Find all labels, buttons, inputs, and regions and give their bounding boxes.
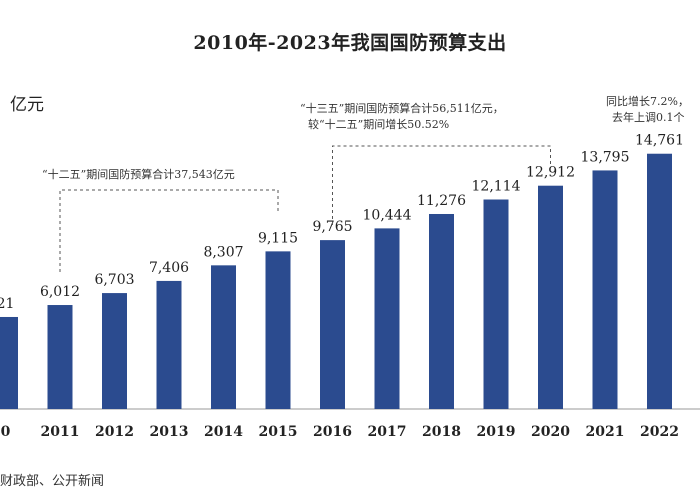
value-label-2021: 13,795 [581,149,630,165]
tick-label-2013: 2013 [150,424,189,440]
bar-2017 [374,228,400,409]
tick-label-2021: 2021 [586,424,625,440]
tick-label-2012: 2012 [95,424,134,440]
annotation-2023-line-2: 去年上调0.1个 [612,111,685,124]
tick-label-2017: 2017 [368,424,407,440]
value-label-2022: 14,761 [635,133,684,149]
annotation-13th-five-year: “十三五”期间国防预算合计56,511亿元， 较“十二五”期间增长50.52% [300,101,504,133]
bar-2016 [320,240,345,409]
annotation-2023-line-1: 同比增长7.2%， [606,95,689,108]
bar-2014 [211,265,236,409]
value-label-2019: 12,114 [472,178,521,194]
value-label-2014: 8,307 [203,244,243,260]
tick-label-2011: 2011 [41,424,80,440]
value-label-2011: 6,012 [40,284,80,300]
value-label-2018: 11,276 [417,193,466,209]
bar-2018 [429,213,454,409]
bar-2022 [647,153,672,409]
annotation-2023-growth: 同比增长7.2%， 去年上调0.1个 [606,94,689,126]
bar-2015 [265,251,291,409]
tick-label-2019: 2019 [477,424,516,440]
tick-label-2015: 2015 [259,424,298,440]
value-label-2016: 9,765 [312,219,352,235]
tick-label-2010: 0 [1,424,11,440]
value-label-2012: 6,703 [94,272,134,288]
tick-label-2018: 2018 [422,424,461,440]
value-label-2020: 12,912 [526,165,575,181]
chart-title: 2010年-2023年我国国防预算支出 [193,32,507,54]
source-note: 财政部、公开新闻 [0,474,105,489]
tick-label-2014: 2014 [204,424,243,440]
bar-2011 [47,305,73,409]
bracket-13th-five-year [332,145,551,225]
y-axis-unit: 亿元 [10,95,44,115]
bar-2010 [0,316,18,409]
value-label-2015: 9,115 [258,230,298,246]
bar-2021 [592,170,618,409]
bar-2012 [102,293,127,409]
bar-2020 [538,185,563,409]
annotation-12th-five-year: “十二五”期间国防预算合计37,543亿元 [42,168,235,181]
value-label-2010: 21 [0,296,14,312]
tick-label-2016: 2016 [313,424,352,440]
tick-label-2022: 2022 [640,424,679,440]
tick-label-2020: 2020 [531,424,570,440]
value-label-2013: 7,406 [149,260,189,276]
annotation-13th-line-2: 较“十二五”期间增长50.52% [308,118,450,131]
bar-2019 [483,199,509,409]
annotation-13th-line-1: “十三五”期间国防预算合计56,511亿元， [300,102,504,115]
value-label-2017: 10,444 [363,207,412,223]
bar-2013 [156,280,182,409]
